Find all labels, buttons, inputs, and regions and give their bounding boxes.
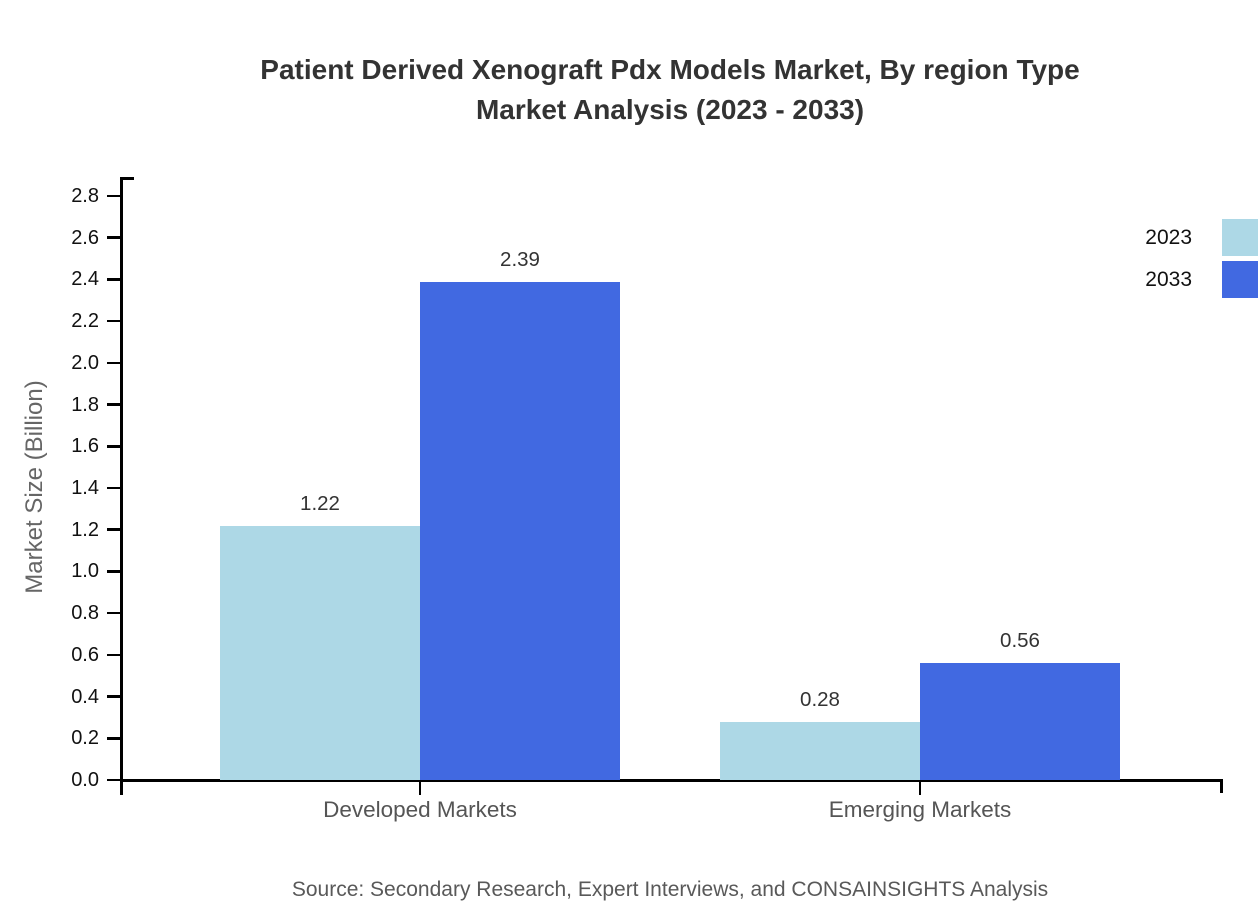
x-category-label: Emerging Markets [828,797,1012,822]
y-tick-mark [107,695,120,698]
x-tick-mark [418,781,422,795]
bar-2023-developed-markets [220,525,420,780]
y-tick-label: 2.0 [71,351,99,374]
legend-swatch [1222,219,1258,256]
legend-item-2023: 2023 [1060,219,1260,257]
y-tick-mark [107,445,120,448]
y-tick-mark [107,361,120,365]
chart-title: Patient Derived Xenograft Pdx Models Mar… [80,50,1260,130]
chart-title-line-2: Market Analysis (2023 - 2033) [475,94,865,125]
y-tick-label: 1.6 [71,435,99,458]
legend-swatch [1222,261,1258,298]
y-tick-mark [107,611,120,615]
y-tick-mark [107,486,120,490]
bar-2023-emerging-markets [720,721,920,780]
bar-value-label: 2.39 [500,247,540,271]
y-tick-label: 0.2 [71,727,99,750]
y-tick-mark [107,570,120,573]
y-tick-label: 2.6 [71,226,99,249]
y-tick-mark [107,403,120,406]
y-axis-line [120,178,123,795]
x-category-label: Developed Markets [323,797,517,822]
y-tick-label: 1.0 [71,560,99,583]
x-tick-mark [918,781,922,795]
x-axis-line [120,778,1223,782]
y-tick-label: 1.4 [71,477,99,499]
y-tick-label: 2.8 [71,185,99,207]
y-tick-label: 0.8 [71,602,99,625]
y-tick-mark [107,194,120,198]
legend-item-2033: 2033 [1060,261,1260,299]
y-tick-mark [107,236,120,239]
y-tick-mark [107,278,120,281]
y-tick-label: 0.4 [71,685,99,708]
x-axis-end-cap [1220,778,1223,793]
bar-value-label: 0.28 [800,687,840,711]
source-attribution: Source: Secondary Research, Expert Inter… [291,878,1049,901]
chart-title-line-1: Patient Derived Xenograft Pdx Models Mar… [260,54,1080,85]
y-tick-mark [107,528,120,531]
y-tick-mark [107,737,120,740]
y-tick-label: 0.6 [71,643,99,666]
y-axis-end-cap [120,177,134,180]
bar-2033-developed-markets [420,281,620,780]
y-tick-label: 0.0 [71,769,99,791]
legend-label: 2023 [1145,226,1192,249]
y-tick-label: 2.4 [71,268,99,291]
y-tick-mark [107,778,120,782]
y-tick-label: 1.2 [71,518,99,541]
legend-label: 2033 [1145,268,1192,291]
y-tick-label: 1.8 [71,393,99,416]
y-tick-mark [107,319,120,323]
bar-2033-emerging-markets [920,663,1120,780]
y-tick-mark [107,653,120,657]
bar-value-label: 1.22 [300,491,340,515]
bar-value-label: 0.56 [1000,629,1040,653]
legend: 2023 2033 [1060,219,1260,303]
y-tick-label: 2.2 [71,310,99,333]
